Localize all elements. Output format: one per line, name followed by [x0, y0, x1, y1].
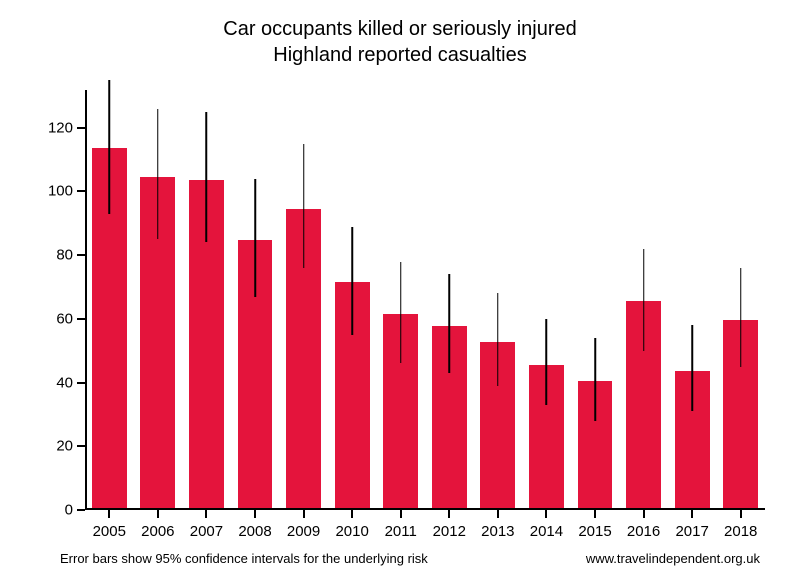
x-tick-label: 2007: [190, 523, 223, 540]
x-tick: [205, 510, 207, 518]
x-tick: [400, 510, 402, 518]
x-tick-label: 2005: [93, 523, 126, 540]
footer-note-right: www.travelindependent.org.uk: [586, 551, 760, 566]
y-tick: [77, 254, 85, 256]
footer-note-left: Error bars show 95% confidence intervals…: [60, 551, 428, 566]
x-tick: [351, 510, 353, 518]
error-bar: [449, 274, 451, 373]
y-tick-label: 20: [13, 438, 73, 455]
y-tick: [77, 382, 85, 384]
x-tick: [740, 510, 742, 518]
y-tick-label: 80: [13, 247, 73, 264]
x-tick-label: 2014: [530, 523, 563, 540]
x-tick-label: 2011: [385, 523, 417, 540]
y-tick: [77, 509, 85, 511]
x-tick: [545, 510, 547, 518]
x-tick-label: 2008: [238, 523, 271, 540]
x-tick-label: 2012: [433, 523, 466, 540]
error-bar: [594, 338, 596, 421]
error-bar: [303, 144, 305, 268]
y-axis: [85, 90, 87, 510]
plot-area: 0204060801001202005200620072008200920102…: [85, 80, 765, 510]
x-tick: [594, 510, 596, 518]
error-bar: [206, 112, 208, 243]
y-tick-label: 100: [13, 183, 73, 200]
chart-container: Car occupants killed or seriously injure…: [0, 0, 800, 580]
y-tick-label: 0: [13, 502, 73, 519]
x-tick-label: 2017: [675, 523, 708, 540]
error-bar: [157, 109, 159, 240]
error-bar: [351, 227, 353, 335]
y-tick: [77, 127, 85, 129]
chart-title-line1: Car occupants killed or seriously injure…: [0, 18, 800, 41]
y-tick: [77, 445, 85, 447]
x-tick: [303, 510, 305, 518]
error-bar: [546, 319, 548, 405]
error-bar: [643, 249, 645, 351]
x-tick-label: 2006: [141, 523, 174, 540]
y-tick: [77, 318, 85, 320]
x-tick-label: 2018: [724, 523, 757, 540]
x-tick: [254, 510, 256, 518]
error-bar: [254, 179, 256, 297]
x-tick: [108, 510, 110, 518]
error-bar: [497, 293, 499, 385]
x-tick: [157, 510, 159, 518]
error-bar: [740, 268, 742, 367]
x-tick: [448, 510, 450, 518]
x-tick: [643, 510, 645, 518]
x-tick: [497, 510, 499, 518]
y-tick-label: 60: [13, 310, 73, 327]
x-tick-label: 2010: [335, 523, 368, 540]
error-bar: [109, 80, 111, 214]
x-axis: [85, 508, 765, 510]
x-tick-label: 2009: [287, 523, 320, 540]
error-bar: [400, 262, 402, 364]
x-tick-label: 2013: [481, 523, 514, 540]
error-bar: [691, 325, 693, 411]
y-tick-label: 120: [13, 119, 73, 136]
y-tick-label: 40: [13, 374, 73, 391]
x-tick-label: 2016: [627, 523, 660, 540]
chart-title-line2: Highland reported casualties: [0, 44, 800, 67]
x-tick: [691, 510, 693, 518]
y-tick: [77, 190, 85, 192]
x-tick-label: 2015: [578, 523, 611, 540]
